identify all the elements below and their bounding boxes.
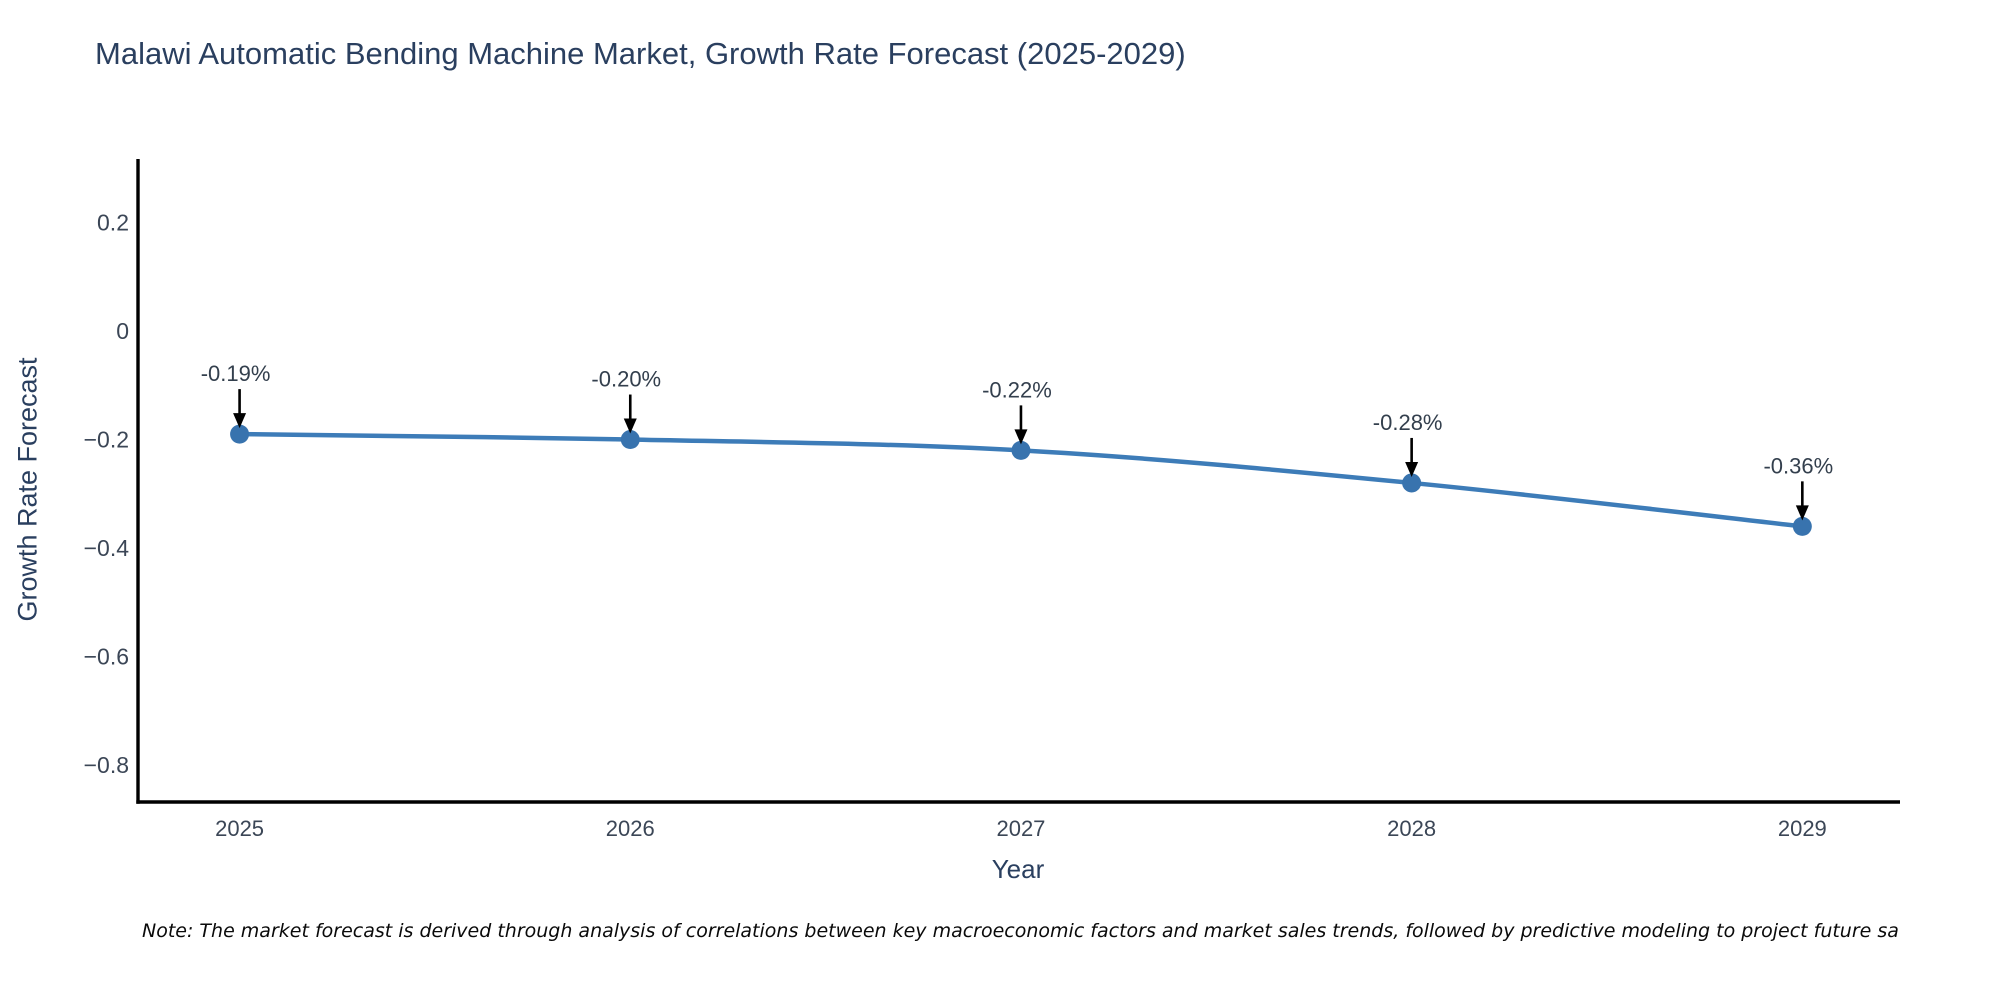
x-tick-label: 2028 bbox=[1387, 816, 1436, 841]
data-point bbox=[620, 430, 640, 450]
x-tick-label: 2025 bbox=[215, 816, 264, 841]
y-tick-label: 0.2 bbox=[97, 209, 129, 235]
x-tick-label: 2026 bbox=[606, 816, 655, 841]
data-point-label: -0.36% bbox=[1763, 453, 1833, 478]
annotation-arrowhead bbox=[1405, 461, 1419, 477]
data-point bbox=[1792, 516, 1812, 536]
x-tick-label: 2029 bbox=[1778, 816, 1827, 841]
data-point-label: -0.20% bbox=[591, 367, 661, 392]
annotation-arrowhead bbox=[233, 413, 247, 429]
y-tick-label: −0.6 bbox=[84, 644, 129, 670]
annotation-arrowhead bbox=[1014, 429, 1028, 445]
x-axis-title: Year bbox=[991, 854, 1045, 884]
data-point bbox=[1402, 473, 1422, 493]
data-point-label: -0.19% bbox=[201, 361, 271, 386]
data-point bbox=[1011, 440, 1031, 460]
x-tick-label: 2027 bbox=[996, 816, 1045, 841]
footnote: Note: The market forecast is derived thr… bbox=[142, 920, 1899, 942]
annotation-arrowhead bbox=[1795, 505, 1809, 521]
y-tick-label: −0.8 bbox=[84, 752, 129, 778]
annotation-arrowhead bbox=[623, 418, 637, 434]
y-tick-label: 0 bbox=[116, 318, 129, 344]
y-tick-label: −0.4 bbox=[84, 535, 130, 561]
y-tick-label: −0.2 bbox=[84, 427, 129, 453]
chart-title: Malawi Automatic Bending Machine Market,… bbox=[95, 36, 1186, 71]
data-point-label: -0.22% bbox=[982, 377, 1052, 402]
data-point bbox=[230, 424, 250, 444]
data-point-label: -0.28% bbox=[1373, 410, 1443, 435]
